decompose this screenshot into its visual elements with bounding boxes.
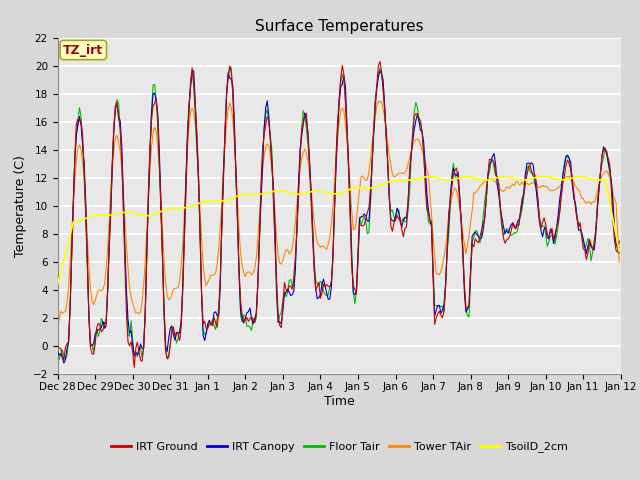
Title: Surface Temperatures: Surface Temperatures <box>255 20 424 35</box>
X-axis label: Time: Time <box>324 395 355 408</box>
Legend: IRT Ground, IRT Canopy, Floor Tair, Tower TAir, TsoilD_2cm: IRT Ground, IRT Canopy, Floor Tair, Towe… <box>106 437 572 457</box>
Text: TZ_irt: TZ_irt <box>63 44 103 57</box>
Y-axis label: Temperature (C): Temperature (C) <box>14 156 27 257</box>
